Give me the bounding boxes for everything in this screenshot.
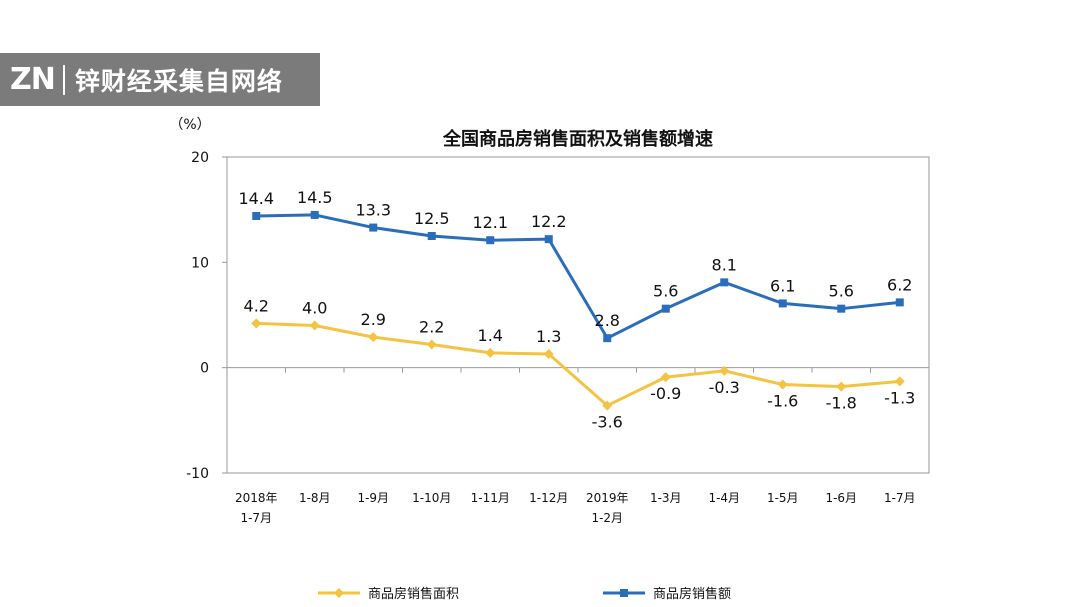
- data-label: 2.2: [419, 317, 444, 336]
- data-label: 6.2: [887, 275, 912, 294]
- data-point: [661, 304, 670, 313]
- data-point: [427, 232, 436, 240]
- data-point: [309, 320, 320, 331]
- data-point: [837, 304, 846, 313]
- watermark-separator: [62, 64, 65, 95]
- data-point: [486, 236, 495, 245]
- x-tick-label: 1-6月: [825, 491, 857, 505]
- data-label: -1.8: [826, 394, 857, 413]
- data-point: [603, 334, 612, 343]
- y-tick-label: 20: [191, 150, 209, 166]
- data-point: [544, 235, 553, 244]
- y-tick-label: 0: [200, 361, 209, 377]
- data-label: 1.3: [536, 327, 561, 346]
- x-tick-label: 1-10月: [412, 491, 451, 505]
- data-label: -3.6: [592, 413, 623, 432]
- data-label: 4.2: [244, 296, 269, 315]
- watermark-text: 锌财经采集自网络: [74, 66, 283, 96]
- data-point: [251, 318, 262, 329]
- data-label: 1.4: [478, 326, 503, 345]
- x-tick-label: 1-8月: [299, 491, 331, 505]
- x-tick-label: 1-11月: [471, 491, 510, 505]
- legend-label: 商品房销售面积: [368, 586, 459, 602]
- x-tick-label: 1-9月: [357, 491, 389, 505]
- legend-label: 商品房销售额: [653, 586, 731, 602]
- x-tick-label: 1-5月: [767, 491, 799, 505]
- data-label: 8.1: [712, 255, 737, 274]
- data-label: -0.3: [709, 378, 740, 397]
- x-tick-label: 2019年 1-2月: [586, 491, 629, 525]
- data-point: [719, 365, 730, 376]
- data-point: [777, 379, 788, 390]
- data-label: -1.6: [767, 392, 798, 411]
- watermark: ZN 锌财经采集自网络: [0, 53, 320, 106]
- data-point: [895, 298, 904, 307]
- data-label: 2.8: [595, 311, 620, 330]
- data-point: [660, 372, 671, 383]
- y-tick-label: -10: [186, 466, 209, 482]
- data-label: 5.6: [653, 282, 678, 301]
- data-label: 14.4: [238, 189, 274, 208]
- y-tick-label: 10: [191, 255, 209, 271]
- x-tick-label: 1-7月: [884, 491, 916, 505]
- data-point: [369, 223, 378, 232]
- watermark-logo: ZN: [10, 62, 56, 97]
- chart-title: 全国商品房销售面积及销售额增速: [442, 128, 713, 150]
- x-tick-label: 1-12月: [529, 491, 568, 505]
- data-label: -0.9: [650, 384, 681, 403]
- data-point: [543, 348, 554, 359]
- data-point: [310, 210, 319, 219]
- plot-area: [226, 156, 930, 474]
- data-point: [778, 299, 787, 308]
- data-label: 13.3: [355, 201, 391, 220]
- data-label: 5.6: [829, 282, 854, 301]
- data-point: [720, 278, 729, 287]
- data-point: [252, 211, 261, 220]
- data-point: [368, 332, 379, 343]
- x-tick-label: 1-3月: [650, 491, 682, 505]
- data-label: 6.1: [770, 276, 795, 295]
- data-label: 2.9: [361, 310, 386, 329]
- series-line-2: [256, 213, 900, 340]
- data-label: 12.5: [414, 209, 450, 228]
- data-point: [602, 400, 613, 411]
- x-tick-label: 1-4月: [708, 491, 740, 505]
- data-point: [894, 376, 905, 387]
- data-point: [426, 339, 437, 350]
- legend-marker: [620, 589, 628, 597]
- x-tick-label: 2018年 1-7月: [235, 491, 278, 525]
- y-unit-label: （%）: [169, 117, 210, 133]
- data-label: 14.5: [297, 188, 333, 207]
- series-line-1: [256, 321, 900, 408]
- data-label: 12.1: [472, 213, 508, 232]
- data-label: 12.2: [531, 212, 567, 231]
- legend-marker: [334, 588, 344, 598]
- data-point: [485, 347, 496, 358]
- data-point: [836, 381, 847, 392]
- data-label: -1.3: [884, 388, 915, 407]
- data-label: 4.0: [302, 299, 327, 318]
